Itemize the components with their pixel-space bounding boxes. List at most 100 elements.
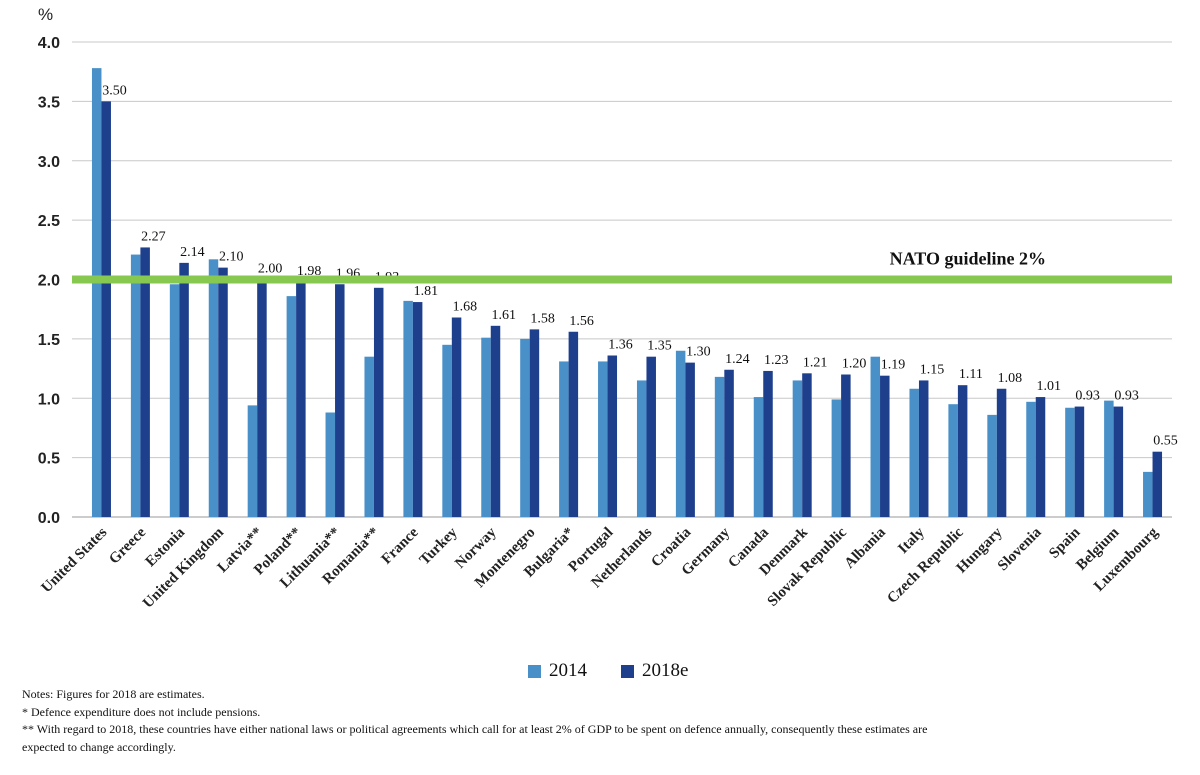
bar-2014 — [675, 350, 686, 517]
data-label: 1.11 — [959, 367, 983, 382]
data-label: 1.36 — [608, 338, 633, 353]
data-label: 1.98 — [297, 264, 322, 279]
bar-2018e — [451, 317, 462, 517]
x-tick-label: Slovenia — [995, 524, 1045, 574]
bar-2014 — [753, 397, 764, 517]
bar-2018e — [140, 247, 150, 517]
bar-2018e — [957, 385, 968, 517]
y-tick-label: 3.5 — [38, 94, 60, 111]
bar-2018e — [490, 325, 501, 517]
data-label: 1.20 — [842, 357, 867, 372]
y-tick-label: 0.0 — [38, 510, 60, 527]
data-label: 1.19 — [881, 358, 906, 373]
bar-2014 — [208, 259, 219, 517]
note-line: * Defence expenditure does not include p… — [22, 704, 261, 719]
x-tick-label: United States — [39, 524, 111, 596]
data-label: 1.58 — [530, 311, 555, 326]
bar-2018e — [296, 281, 306, 517]
bar-2014 — [948, 404, 958, 517]
data-label: 1.56 — [569, 314, 594, 329]
data-label: 2.27 — [141, 229, 166, 244]
y-axis-unit-label: % — [38, 5, 53, 24]
bar-2018e — [724, 369, 734, 517]
bar-2014 — [130, 254, 141, 517]
bar-2018e — [996, 388, 1007, 517]
bar-2018e — [1152, 451, 1163, 517]
notes: Notes: Figures for 2018 are estimates. *… — [22, 686, 1182, 756]
data-label: 2.10 — [219, 250, 244, 265]
note-line: expected to change accordingly. — [22, 739, 176, 754]
data-label: 0.55 — [1153, 434, 1178, 449]
data-label: 0.93 — [1075, 389, 1100, 404]
x-tick-label: France — [379, 524, 422, 567]
data-label: 1.15 — [920, 362, 945, 377]
legend-label-2018e: 2018e — [642, 660, 689, 681]
bar-2018e — [373, 287, 384, 517]
bar-2018e — [257, 279, 267, 517]
bar-2014 — [870, 356, 881, 517]
bar-2018e — [646, 356, 656, 517]
bar-2018e — [529, 329, 540, 517]
data-label: 1.21 — [803, 355, 828, 370]
bar-2018e — [685, 362, 695, 517]
data-label: 2.14 — [180, 245, 205, 260]
bar-2018e — [412, 302, 423, 517]
note-line: Notes: Figures for 2018 are estimates. — [22, 687, 205, 701]
data-label: 1.30 — [686, 345, 711, 360]
bar-2014 — [481, 337, 491, 517]
bar-2014 — [520, 338, 530, 517]
bar-2014 — [169, 284, 180, 517]
bar-2018e — [607, 355, 618, 517]
y-tick-label: 1.5 — [38, 332, 60, 349]
bar-2014 — [325, 412, 336, 517]
y-tick-label: 2.0 — [38, 273, 60, 290]
data-label: 0.93 — [1114, 389, 1139, 404]
data-label: 1.01 — [1037, 379, 1062, 394]
data-label: 1.81 — [414, 284, 439, 299]
data-label: 1.08 — [998, 371, 1023, 386]
bar-2018e — [335, 284, 345, 517]
y-tick-label: 4.0 — [38, 35, 60, 52]
bar-2014 — [442, 344, 452, 517]
bar-2018e — [101, 101, 111, 517]
bar-2014 — [1026, 401, 1036, 517]
data-label: 2.00 — [258, 262, 283, 277]
legend-item-2018e: 2018e — [621, 660, 688, 682]
bar-2014 — [1065, 407, 1075, 517]
data-label: 1.68 — [453, 300, 478, 315]
bar-2018e — [918, 380, 929, 517]
bar-2014 — [831, 399, 842, 517]
legend: 2014 2018e — [528, 660, 722, 682]
x-tick-label: Albania — [842, 524, 890, 572]
y-tick-label: 0.5 — [38, 451, 60, 468]
y-tick-label: 1.0 — [38, 391, 60, 408]
bar-2014 — [714, 376, 725, 517]
legend-swatch-2014 — [528, 664, 541, 678]
bar-2014 — [247, 405, 258, 517]
bar-2018e — [802, 373, 812, 517]
bar-2014 — [286, 296, 297, 517]
x-tick-label: Greece — [106, 524, 149, 567]
y-tick-label: 2.5 — [38, 213, 60, 230]
data-label: 1.35 — [647, 339, 672, 354]
bar-2014 — [403, 300, 413, 517]
data-label: 1.24 — [725, 352, 750, 367]
bar-2018e — [568, 331, 579, 517]
x-tick-label: Italy — [895, 524, 928, 557]
bar-2018e — [1035, 397, 1046, 517]
bar-2014 — [598, 361, 608, 517]
bar-2014 — [987, 414, 997, 517]
legend-label-2014: 2014 — [549, 660, 587, 681]
bar-2018e — [179, 262, 189, 517]
guideline-label: NATO guideline 2% — [890, 249, 1046, 269]
bar-2014 — [636, 380, 647, 517]
data-label: 1.61 — [492, 308, 517, 323]
legend-swatch-2018e — [621, 664, 634, 678]
bar-2014 — [364, 356, 374, 517]
legend-item-2014: 2014 — [528, 660, 587, 682]
bar-2014 — [1104, 400, 1114, 517]
chart: % 0.0 0.5 1.0 1.5 2.0 2.5 3.0 3.5 4.0 3.50 United S… — [38, 5, 1178, 612]
bar-2018e — [1113, 406, 1124, 517]
note-line: ** With regard to 2018, these countries … — [22, 722, 928, 736]
bar-2018e — [1074, 406, 1085, 517]
